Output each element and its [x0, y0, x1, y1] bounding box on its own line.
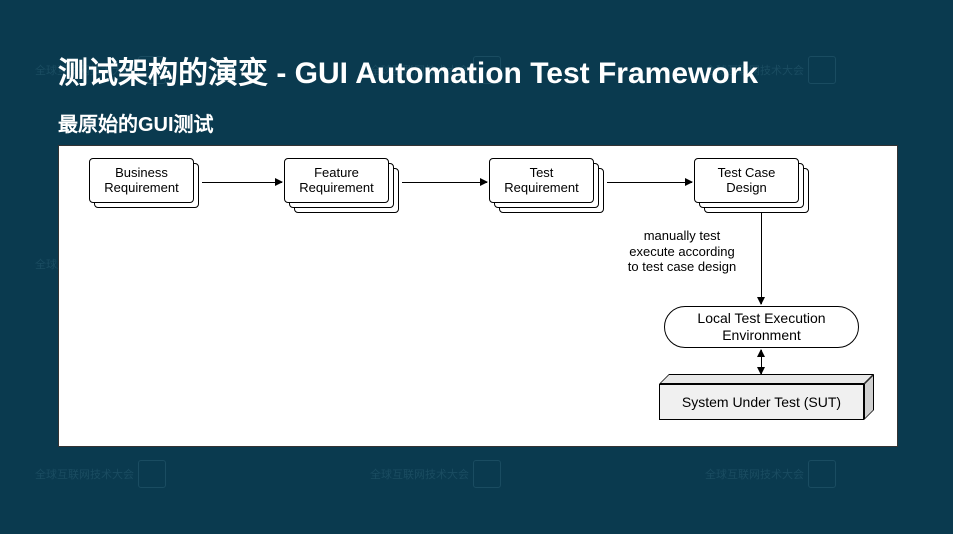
- node-label: BusinessRequirement: [104, 166, 178, 196]
- edge-testcase-to-execenv: [761, 212, 762, 304]
- slide-subtitle: 最原始的GUI测试: [58, 108, 214, 137]
- watermark: 全球互联网技术大会: [370, 460, 501, 488]
- watermark: 全球互联网技术大会: [705, 460, 836, 488]
- edge-business-to-feature: [202, 182, 282, 183]
- edge-label-manual-test: manually testexecute accordingto test ca…: [607, 228, 757, 275]
- slide-title: 测试架构的演变 - GUI Automation Test Framework: [58, 48, 758, 92]
- edge-feature-to-testreq: [402, 182, 487, 183]
- edge-testreq-to-testcase: [607, 182, 692, 183]
- watermark: 全球互联网技术大会: [35, 460, 166, 488]
- node-exec-environment: Local Test ExecutionEnvironment: [664, 306, 859, 348]
- node-label: System Under Test (SUT): [682, 394, 841, 410]
- node-label: Test CaseDesign: [718, 166, 776, 196]
- diagram-area: BusinessRequirement FeatureRequirement T…: [58, 145, 898, 447]
- edge-execenv-to-sut: [761, 350, 762, 374]
- node-label: Local Test ExecutionEnvironment: [697, 310, 825, 344]
- node-label: TestRequirement: [504, 166, 578, 196]
- node-label: FeatureRequirement: [299, 166, 373, 196]
